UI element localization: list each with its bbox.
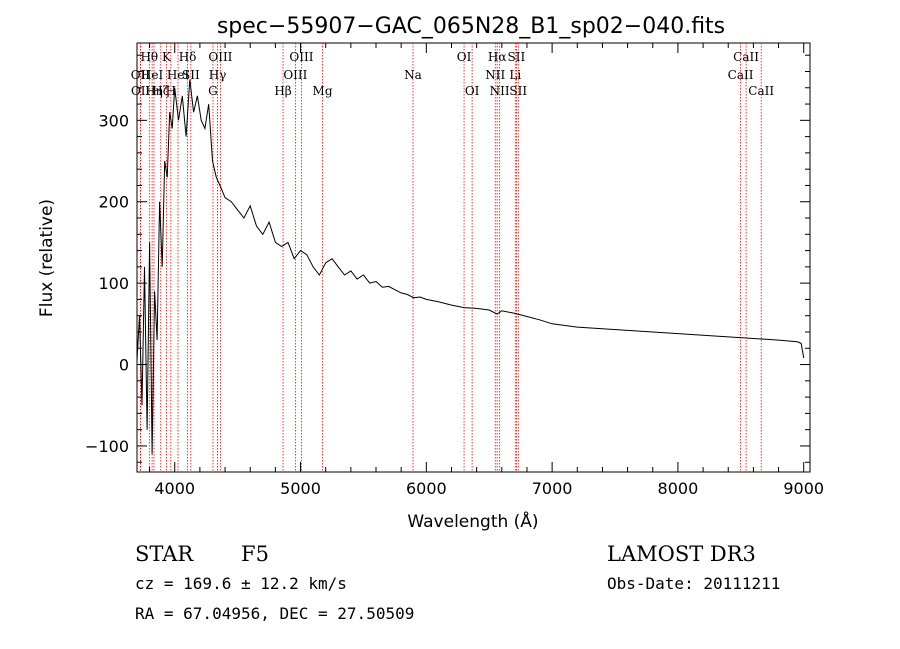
line-label: Hθ: [140, 50, 158, 64]
line-label: Hα: [488, 50, 507, 64]
plot-frame: [136, 42, 811, 473]
x-tick-label: 8000: [658, 479, 699, 498]
coordinates-text: RA = 67.04956, DEC = 27.50509: [135, 604, 414, 623]
x-tick-label: 6000: [406, 479, 447, 498]
y-axis-label: Flux (relative): [37, 199, 57, 317]
line-label: SII: [509, 84, 527, 98]
obs-date-text: Obs-Date: 20111211: [607, 574, 780, 593]
x-axis-label: Wavelength (Å): [407, 510, 538, 532]
line-label: K: [162, 50, 172, 64]
spectrum-line: [136, 79, 805, 455]
line-label: CaII: [728, 68, 754, 82]
y-tick-label: 300: [98, 111, 129, 130]
x-axis-ticks: 4000 5000 6000 7000 8000 9000: [149, 43, 824, 498]
chart-title: spec−55907−GAC_065N28_B1_sp02−040.fits: [217, 14, 725, 39]
line-label: NII: [485, 68, 505, 82]
line-label: SII: [182, 68, 200, 82]
line-label: Hζ: [152, 84, 169, 98]
line-label: CaII: [748, 84, 774, 98]
y-axis-ticks: −100 0 100 200 300: [85, 54, 810, 463]
line-label: OIII: [283, 68, 307, 82]
line-label: OI: [457, 50, 472, 64]
x-tick-label: 4000: [154, 479, 195, 498]
line-label: Mg: [313, 84, 333, 98]
line-label: Na: [404, 68, 422, 82]
line-label: HeI: [167, 68, 190, 82]
line-label: OIII: [208, 50, 232, 64]
line-label: G: [208, 84, 218, 98]
line-label: Hδ: [179, 50, 197, 64]
redshift-text: cz = 169.6 ± 12.2 km/s: [135, 574, 347, 593]
object-subclass: F5: [241, 542, 269, 566]
line-label: OIII: [289, 50, 313, 64]
y-tick-label: −100: [85, 437, 129, 456]
line-label: Hγ: [209, 68, 227, 82]
line-label: CaII: [733, 50, 759, 64]
spectral-line-labels: OIIOIIHθHeIHηHζKHHeIHδSIIGHγOIIIHβOIIIOI…: [131, 50, 775, 98]
y-tick-label: 100: [98, 274, 129, 293]
line-label: Li: [509, 68, 521, 82]
object-class: STAR: [135, 542, 194, 566]
line-label: NII: [490, 84, 510, 98]
x-tick-label: 9000: [783, 479, 824, 498]
line-label: OII: [131, 68, 151, 82]
line-label: Hβ: [274, 84, 291, 98]
line-label: SII: [508, 50, 526, 64]
x-tick-label: 5000: [280, 479, 321, 498]
y-tick-label: 200: [98, 193, 129, 212]
survey-name: LAMOST DR3: [607, 542, 756, 566]
line-label: HeI: [141, 68, 164, 82]
line-label: H: [166, 84, 176, 98]
spectral-line-markers: [139, 43, 762, 472]
y-tick-label: 0: [119, 356, 129, 375]
line-label: Hη: [145, 84, 163, 98]
line-label: OII: [131, 84, 151, 98]
x-tick-label: 7000: [532, 479, 573, 498]
line-label: OI: [465, 84, 480, 98]
